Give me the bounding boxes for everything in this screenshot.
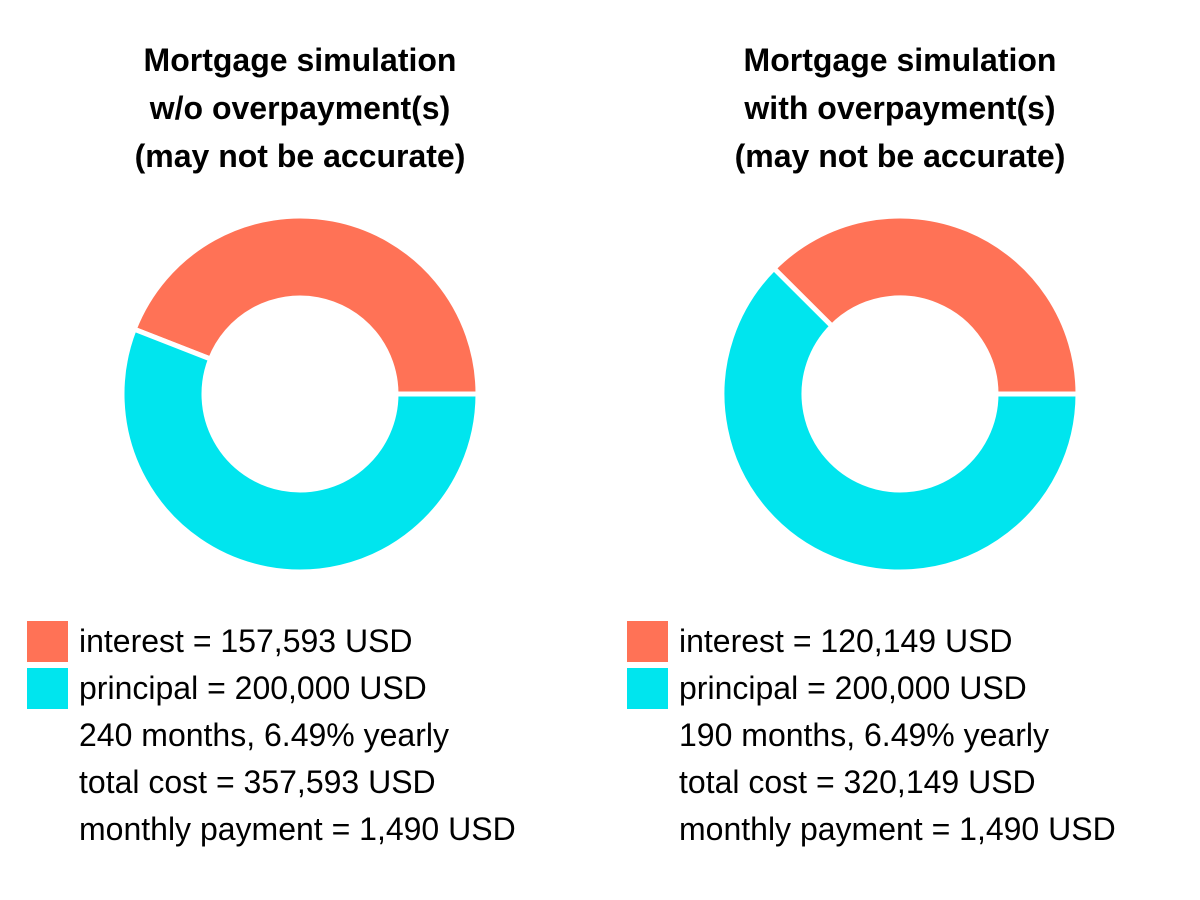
slice-principal <box>119 325 481 575</box>
chart-panel-with-overpayment: Mortgage simulation with overpayment(s) … <box>600 0 1200 900</box>
legend-item-principal: principal = 200,000 USD <box>627 665 1197 712</box>
donut-chart <box>119 213 481 575</box>
info-term-text: 240 months, 6.49% yearly <box>79 717 449 753</box>
legend-label-interest: interest = 157,593 USD <box>79 623 413 659</box>
legend-label-principal: principal = 200,000 USD <box>79 670 427 706</box>
chart-title: Mortgage simulation w/o overpayment(s) (… <box>0 36 600 180</box>
legend-swatch-interest <box>27 621 68 662</box>
chart-title-line-1: Mortgage simulation <box>143 42 457 78</box>
info-line-total-cost: total cost = 357,593 USD <box>27 759 597 806</box>
info-line-monthly-payment: monthly payment = 1,490 USD <box>627 806 1197 853</box>
donut-chart <box>719 213 1081 575</box>
chart-title-line-2: w/o overpayment(s) <box>149 90 451 126</box>
legend-item-interest: interest = 157,593 USD <box>27 618 597 665</box>
legend-swatch-principal <box>627 668 668 709</box>
legend-swatch-interest <box>627 621 668 662</box>
slice-interest <box>770 213 1081 397</box>
legend-swatch-principal <box>27 668 68 709</box>
chart-legend: interest = 157,593 USD principal = 200,0… <box>27 618 597 853</box>
info-line-term: 240 months, 6.49% yearly <box>27 712 597 759</box>
chart-title-line-1: Mortgage simulation <box>743 42 1057 78</box>
info-monthly-payment-text: monthly payment = 1,490 USD <box>679 811 1116 847</box>
chart-title-line-3: (may not be accurate) <box>134 138 466 174</box>
legend-label-principal: principal = 200,000 USD <box>679 670 1027 706</box>
slice-principal <box>719 264 1081 575</box>
info-monthly-payment-text: monthly payment = 1,490 USD <box>79 811 516 847</box>
chart-legend: interest = 120,149 USD principal = 200,0… <box>627 618 1197 853</box>
info-line-monthly-payment: monthly payment = 1,490 USD <box>27 806 597 853</box>
chart-title-line-2: with overpayment(s) <box>744 90 1056 126</box>
info-total-cost-text: total cost = 357,593 USD <box>79 764 436 800</box>
legend-label-interest: interest = 120,149 USD <box>679 623 1013 659</box>
chart-title-line-3: (may not be accurate) <box>734 138 1066 174</box>
info-term-text: 190 months, 6.49% yearly <box>679 717 1049 753</box>
info-total-cost-text: total cost = 320,149 USD <box>679 764 1036 800</box>
legend-item-interest: interest = 120,149 USD <box>627 618 1197 665</box>
slice-interest <box>130 213 481 397</box>
chart-title: Mortgage simulation with overpayment(s) … <box>600 36 1200 180</box>
info-line-total-cost: total cost = 320,149 USD <box>627 759 1197 806</box>
legend-item-principal: principal = 200,000 USD <box>27 665 597 712</box>
chart-panel-without-overpayment: Mortgage simulation w/o overpayment(s) (… <box>0 36 600 853</box>
info-line-term: 190 months, 6.49% yearly <box>627 712 1197 759</box>
